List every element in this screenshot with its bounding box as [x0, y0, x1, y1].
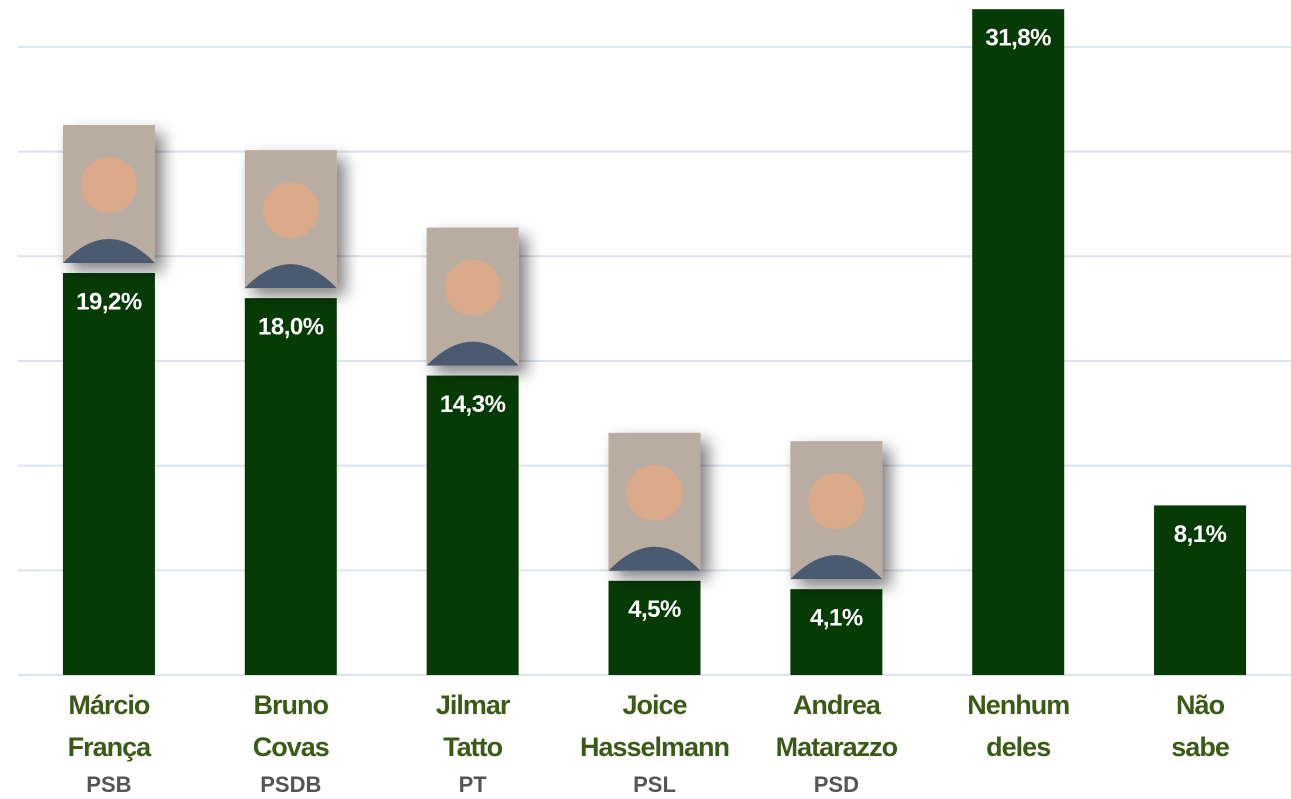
- photo-face: [445, 260, 501, 316]
- bar: [790, 589, 882, 675]
- category-label: Bruno Covas: [253, 684, 329, 768]
- bar: [63, 273, 155, 675]
- category-label: Jilmar Tatto: [436, 684, 510, 768]
- bar: [245, 298, 337, 675]
- value-label: 4,5%: [628, 596, 681, 623]
- category-label: Andrea Matarazzo: [776, 684, 898, 768]
- party-label: PT: [459, 772, 487, 798]
- value-label: 18,0%: [258, 313, 324, 340]
- value-label: 14,3%: [440, 391, 506, 418]
- value-label: 8,1%: [1174, 521, 1227, 548]
- bar: [972, 9, 1064, 675]
- photo-face: [627, 465, 683, 521]
- category-label: Joice Hasselmann: [580, 684, 729, 768]
- chart: 19,2% 18,0% 14,3% 4,5% 4,1% 31,8% 8,1% Márcio …: [0, 0, 1291, 799]
- value-label: 4,1%: [810, 605, 863, 632]
- photo-face: [263, 182, 319, 238]
- value-label: 19,2%: [76, 288, 142, 315]
- party-label: PSD: [814, 772, 859, 798]
- bar: [609, 581, 701, 675]
- category-label: Não sabe: [1171, 684, 1229, 768]
- party-label: PSB: [86, 772, 131, 798]
- party-label: PSDB: [260, 772, 321, 798]
- category-label: Nenhum deles: [967, 684, 1069, 768]
- plot: 19,2% 18,0% 14,3% 4,5% 4,1% 31,8% 8,1%: [0, 0, 1291, 799]
- photo-face: [81, 157, 137, 213]
- party-label: PSL: [633, 772, 676, 798]
- bar: [427, 376, 519, 675]
- photo-face: [808, 473, 864, 529]
- value-label: 31,8%: [985, 25, 1051, 52]
- category-label: Márcio França: [68, 684, 151, 768]
